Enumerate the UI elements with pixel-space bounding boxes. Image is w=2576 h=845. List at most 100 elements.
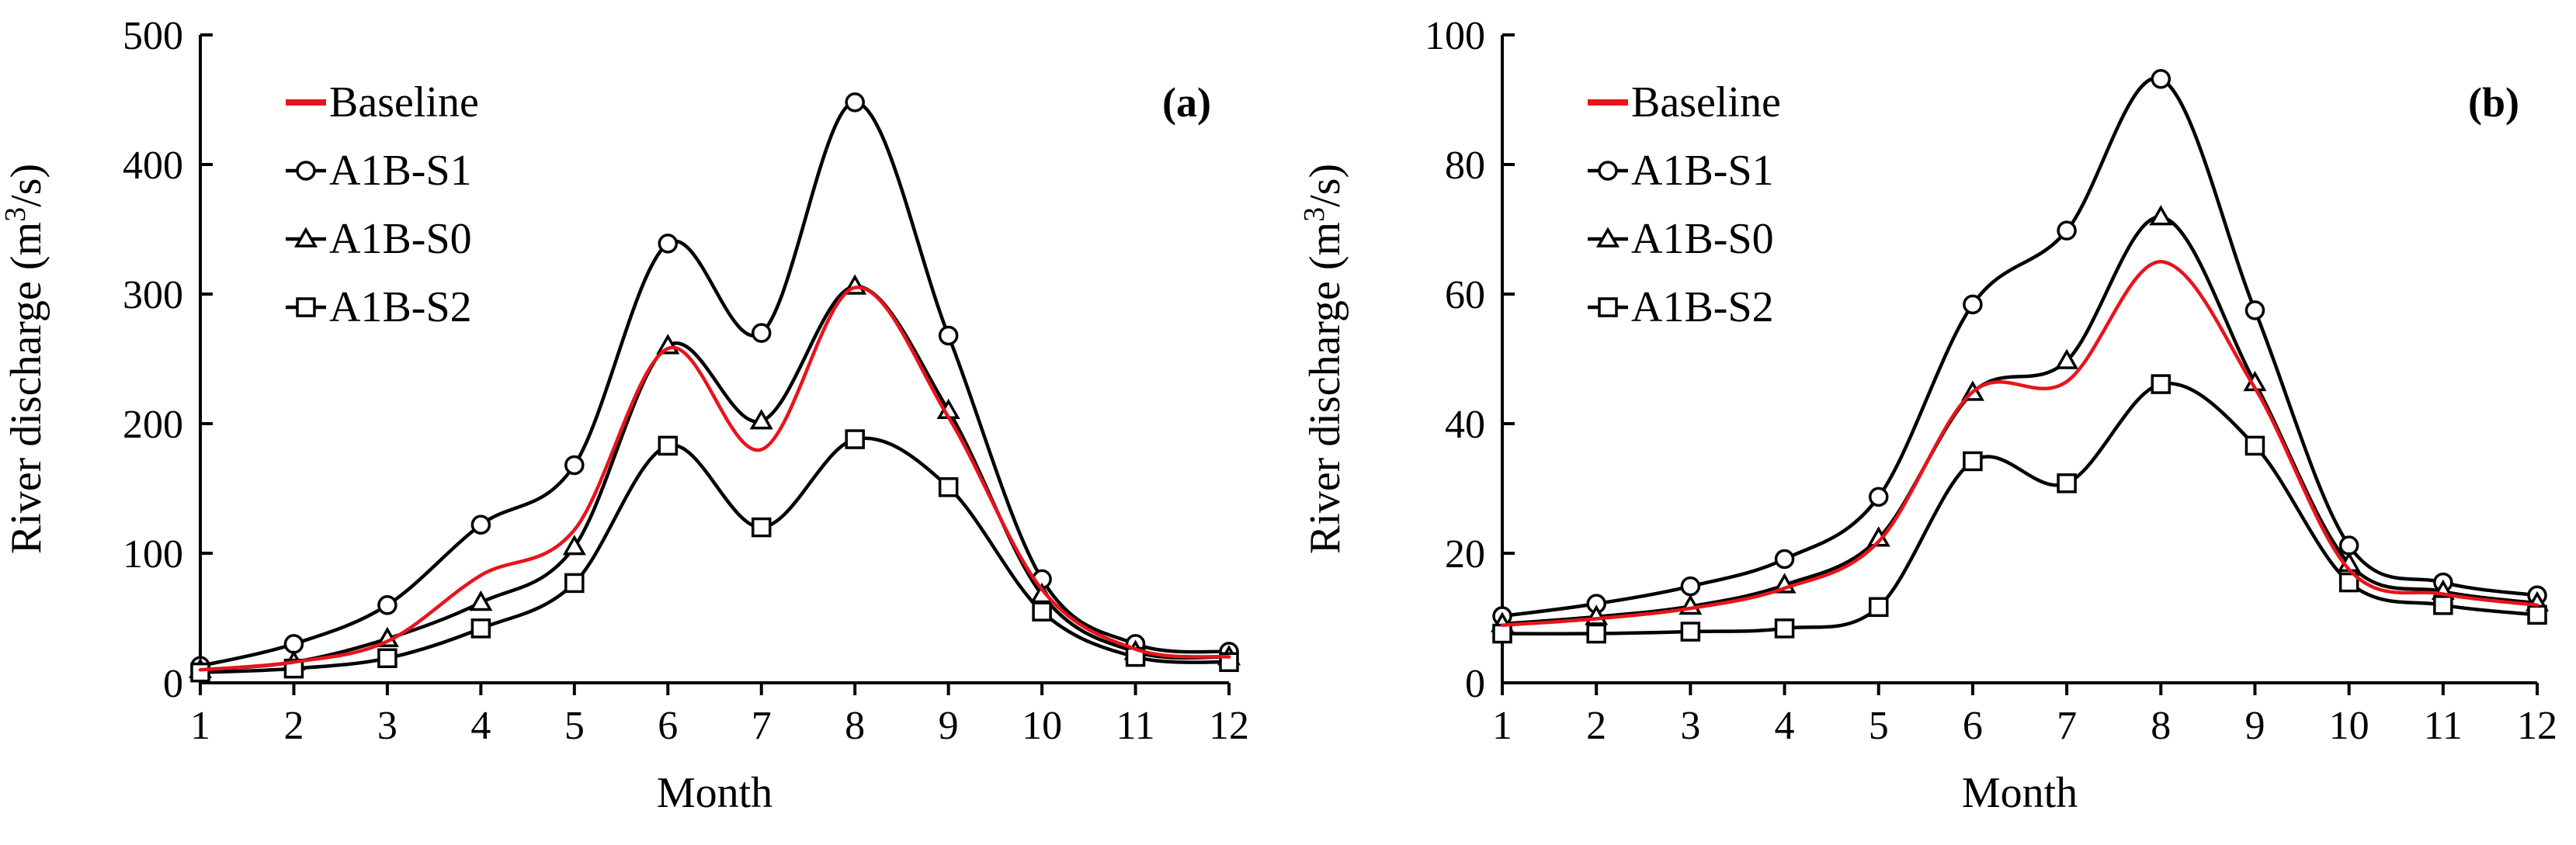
legend: Baseline A1B-S1 A1B-S0 A1B-S2 [286, 78, 479, 331]
square-marker [2433, 595, 2453, 615]
y-tick-label: 80 [1445, 144, 1485, 188]
x-tick-label: 1 [190, 704, 210, 748]
y-tick-label: 20 [1445, 532, 1485, 577]
series-a1b-s0 [188, 274, 1241, 679]
legend: Baseline A1B-S1 A1B-S0 A1B-S2 [1588, 78, 1781, 331]
square-marker [1492, 623, 1512, 644]
x-tick-label: 7 [2057, 704, 2077, 748]
legend-triangle-marker [1595, 227, 1620, 248]
x-tick-label: 8 [2151, 704, 2171, 748]
series-line [1500, 215, 2540, 626]
x-tick-label: 5 [1869, 704, 1889, 748]
circle-marker [658, 234, 679, 254]
triangle-marker [469, 590, 493, 611]
series-a1b-s2 [190, 429, 1239, 683]
legend-circle-marker [296, 161, 316, 181]
series-a1b-s0 [1490, 205, 2550, 632]
legend-triangle-marker [293, 227, 318, 248]
legend-label: A1B-S2 [329, 283, 472, 331]
x-tick-label: 3 [1680, 704, 1700, 748]
triangle-marker [2055, 348, 2079, 369]
x-tick-label: 6 [1963, 704, 1983, 748]
series-line [198, 286, 1231, 672]
circle-marker [470, 514, 491, 535]
square-marker [938, 477, 959, 497]
x-tick-label: 6 [658, 704, 678, 748]
x-tick-label: 4 [1775, 704, 1795, 748]
circle-marker [377, 595, 398, 615]
series-line [198, 436, 1231, 674]
series-line [1500, 381, 2540, 635]
x-tick-label: 7 [752, 704, 772, 748]
x-tick-label: 12 [2517, 704, 2557, 748]
circle-marker [751, 323, 772, 343]
x-tick-label: 3 [377, 704, 398, 748]
circle-marker [1680, 576, 1701, 597]
x-tick-label: 10 [2329, 704, 2369, 748]
square-marker [1680, 622, 1701, 642]
triangle-marker [2149, 205, 2173, 226]
square-marker [2244, 435, 2265, 456]
legend-item: A1B-S2 [286, 283, 472, 331]
legend-item: A1B-S1 [286, 147, 472, 195]
x-tick-label: 1 [1492, 704, 1512, 748]
legend-label: A1B-S2 [1631, 283, 1774, 331]
x-tick-label: 12 [1209, 704, 1249, 748]
circle-marker [2338, 535, 2359, 556]
square-marker [1868, 597, 1889, 618]
legend-item: A1B-S0 [286, 215, 472, 263]
y-tick-label: 300 [123, 273, 183, 317]
x-tick-label: 5 [564, 704, 585, 748]
y-axis-title: River discharge (m3/s) [1298, 164, 1349, 554]
circle-marker [2057, 220, 2077, 241]
triangle-marker [562, 535, 586, 556]
circle-marker [845, 92, 865, 113]
legend-label: A1B-S1 [329, 147, 472, 195]
square-marker [470, 618, 491, 639]
legend-item: A1B-S1 [1588, 147, 1774, 195]
square-marker [377, 648, 398, 669]
legend-circle-marker [1598, 161, 1618, 181]
panel-label: (b) [2468, 79, 2519, 126]
square-marker [658, 435, 679, 456]
x-axis-title: Month [1962, 769, 2078, 817]
legend-item: A1B-S0 [1588, 215, 1774, 263]
legend-item: Baseline [1588, 78, 1781, 126]
panel-label: (a) [1162, 79, 1211, 126]
y-tick-label: 100 [1425, 14, 1485, 58]
x-tick-label: 4 [470, 704, 491, 748]
x-tick-label: 2 [283, 704, 304, 748]
y-tick-label: 500 [123, 14, 183, 58]
legend-label: A1B-S0 [1631, 215, 1774, 263]
x-tick-label: 10 [1022, 704, 1062, 748]
x-tick-label: 8 [845, 704, 865, 748]
legend-square-marker [296, 297, 316, 317]
legend-square-marker [1598, 297, 1618, 317]
y-tick-label: 200 [123, 403, 183, 447]
legend-label: Baseline [329, 78, 479, 126]
circle-marker [1963, 294, 1983, 315]
series-baseline [1500, 259, 2540, 627]
square-marker [1774, 618, 1795, 639]
series-a1b-s1 [1492, 69, 2547, 626]
triangle-marker [749, 409, 773, 430]
x-tick-label: 2 [1586, 704, 1606, 748]
square-marker [190, 662, 210, 683]
square-marker [2151, 374, 2172, 394]
circle-marker [1868, 487, 1889, 507]
circle-marker [1774, 549, 1795, 570]
legend-label: A1B-S0 [329, 215, 472, 263]
legend-label: Baseline [1631, 78, 1781, 126]
y-tick-label: 0 [163, 662, 183, 706]
x-tick-label: 11 [1116, 704, 1155, 748]
y-tick-label: 60 [1445, 273, 1485, 317]
legend-item: Baseline [286, 78, 479, 126]
square-marker [1586, 623, 1606, 644]
circle-marker [2151, 69, 2172, 89]
square-marker [2527, 604, 2547, 625]
x-tick-label: 9 [939, 704, 959, 748]
